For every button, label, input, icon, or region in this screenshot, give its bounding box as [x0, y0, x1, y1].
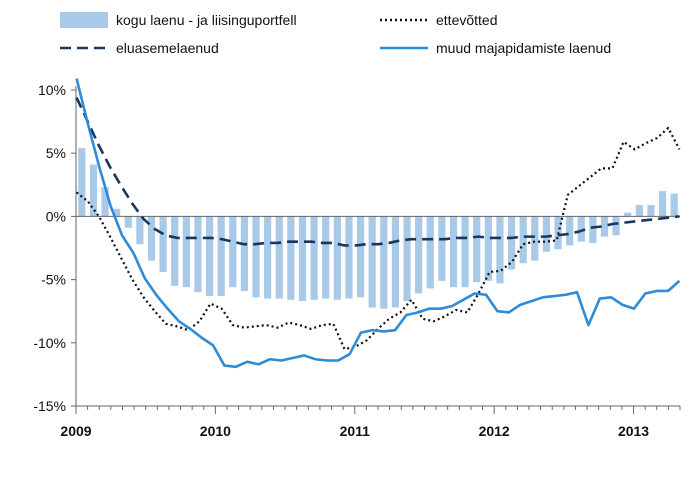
- bar: [159, 216, 167, 273]
- bar: [484, 216, 492, 281]
- y-tick-label: -5%: [41, 272, 66, 288]
- line-series: [75, 78, 681, 369]
- bar: [473, 216, 481, 283]
- bar: [171, 216, 179, 286]
- legend: kogu laenu - ja liisinguportfell ettevõtt…: [60, 12, 611, 56]
- bar: [205, 216, 214, 297]
- bar: [298, 216, 307, 302]
- bar: [136, 216, 144, 245]
- legend-swatch: [60, 12, 108, 28]
- bar: [531, 216, 539, 261]
- bar: [264, 216, 272, 299]
- bar: [600, 216, 609, 237]
- bar: [333, 216, 341, 300]
- x-axis-ticks: 2009 2010 2011 2012 2013: [60, 406, 681, 439]
- legend-label: ettevõtted: [436, 12, 498, 28]
- bar: [426, 216, 434, 289]
- bar: [461, 216, 469, 288]
- y-tick-label: 0%: [46, 208, 66, 224]
- x-tick-label: 2013: [618, 423, 649, 439]
- y-axis-ticks: 10% 5% 0% -5% -10% -15%: [33, 82, 76, 414]
- bar: [113, 208, 121, 217]
- bar: [415, 216, 423, 294]
- bar: [78, 148, 86, 217]
- bar: [577, 216, 585, 242]
- bar: [542, 216, 551, 252]
- x-tick-label: 2010: [200, 423, 231, 439]
- bar: [391, 216, 400, 308]
- y-tick-label: 10%: [38, 82, 66, 98]
- bar: [147, 216, 156, 261]
- y-tick-label: -15%: [33, 398, 66, 414]
- bar: [519, 216, 527, 264]
- bar: [566, 216, 574, 246]
- bar: [310, 216, 318, 300]
- bar: [182, 216, 190, 288]
- bar: [322, 216, 330, 299]
- bar: [635, 205, 643, 217]
- bar: [217, 216, 225, 297]
- bar: [438, 216, 446, 281]
- bar: [124, 216, 132, 228]
- bar: [275, 216, 283, 299]
- bar: [647, 205, 655, 217]
- bar: [101, 187, 109, 217]
- bar: [356, 216, 365, 298]
- bar: [507, 216, 516, 270]
- bar: [380, 216, 388, 309]
- line-dotted: [75, 126, 681, 351]
- line-dashed: [75, 97, 680, 247]
- bar: [229, 216, 237, 288]
- bar: [658, 191, 667, 217]
- bar: [89, 164, 98, 217]
- bar: [240, 216, 249, 291]
- y-tick-label: 5%: [46, 145, 66, 161]
- bar: [449, 216, 458, 288]
- y-tick-label: -10%: [33, 335, 66, 351]
- x-tick-label: 2012: [479, 423, 510, 439]
- bar: [252, 216, 260, 298]
- legend-label: kogu laenu - ja liisinguportfell: [116, 12, 297, 28]
- legend-label: eluasemelaenud: [116, 40, 219, 56]
- x-tick-label: 2009: [60, 423, 91, 439]
- line-solid: [75, 78, 681, 369]
- bar: [624, 212, 632, 217]
- bar: [589, 216, 597, 243]
- legend-label: muud majapidamiste laenud: [436, 40, 611, 56]
- bar: [345, 216, 353, 299]
- bar: [287, 216, 295, 300]
- bar: [612, 216, 620, 236]
- bar: [368, 216, 376, 308]
- bar: [403, 216, 411, 302]
- bar: [496, 216, 504, 284]
- bar: [194, 216, 202, 293]
- bar: [670, 193, 678, 217]
- x-tick-label: 2011: [340, 423, 371, 439]
- bar-series: [78, 148, 678, 309]
